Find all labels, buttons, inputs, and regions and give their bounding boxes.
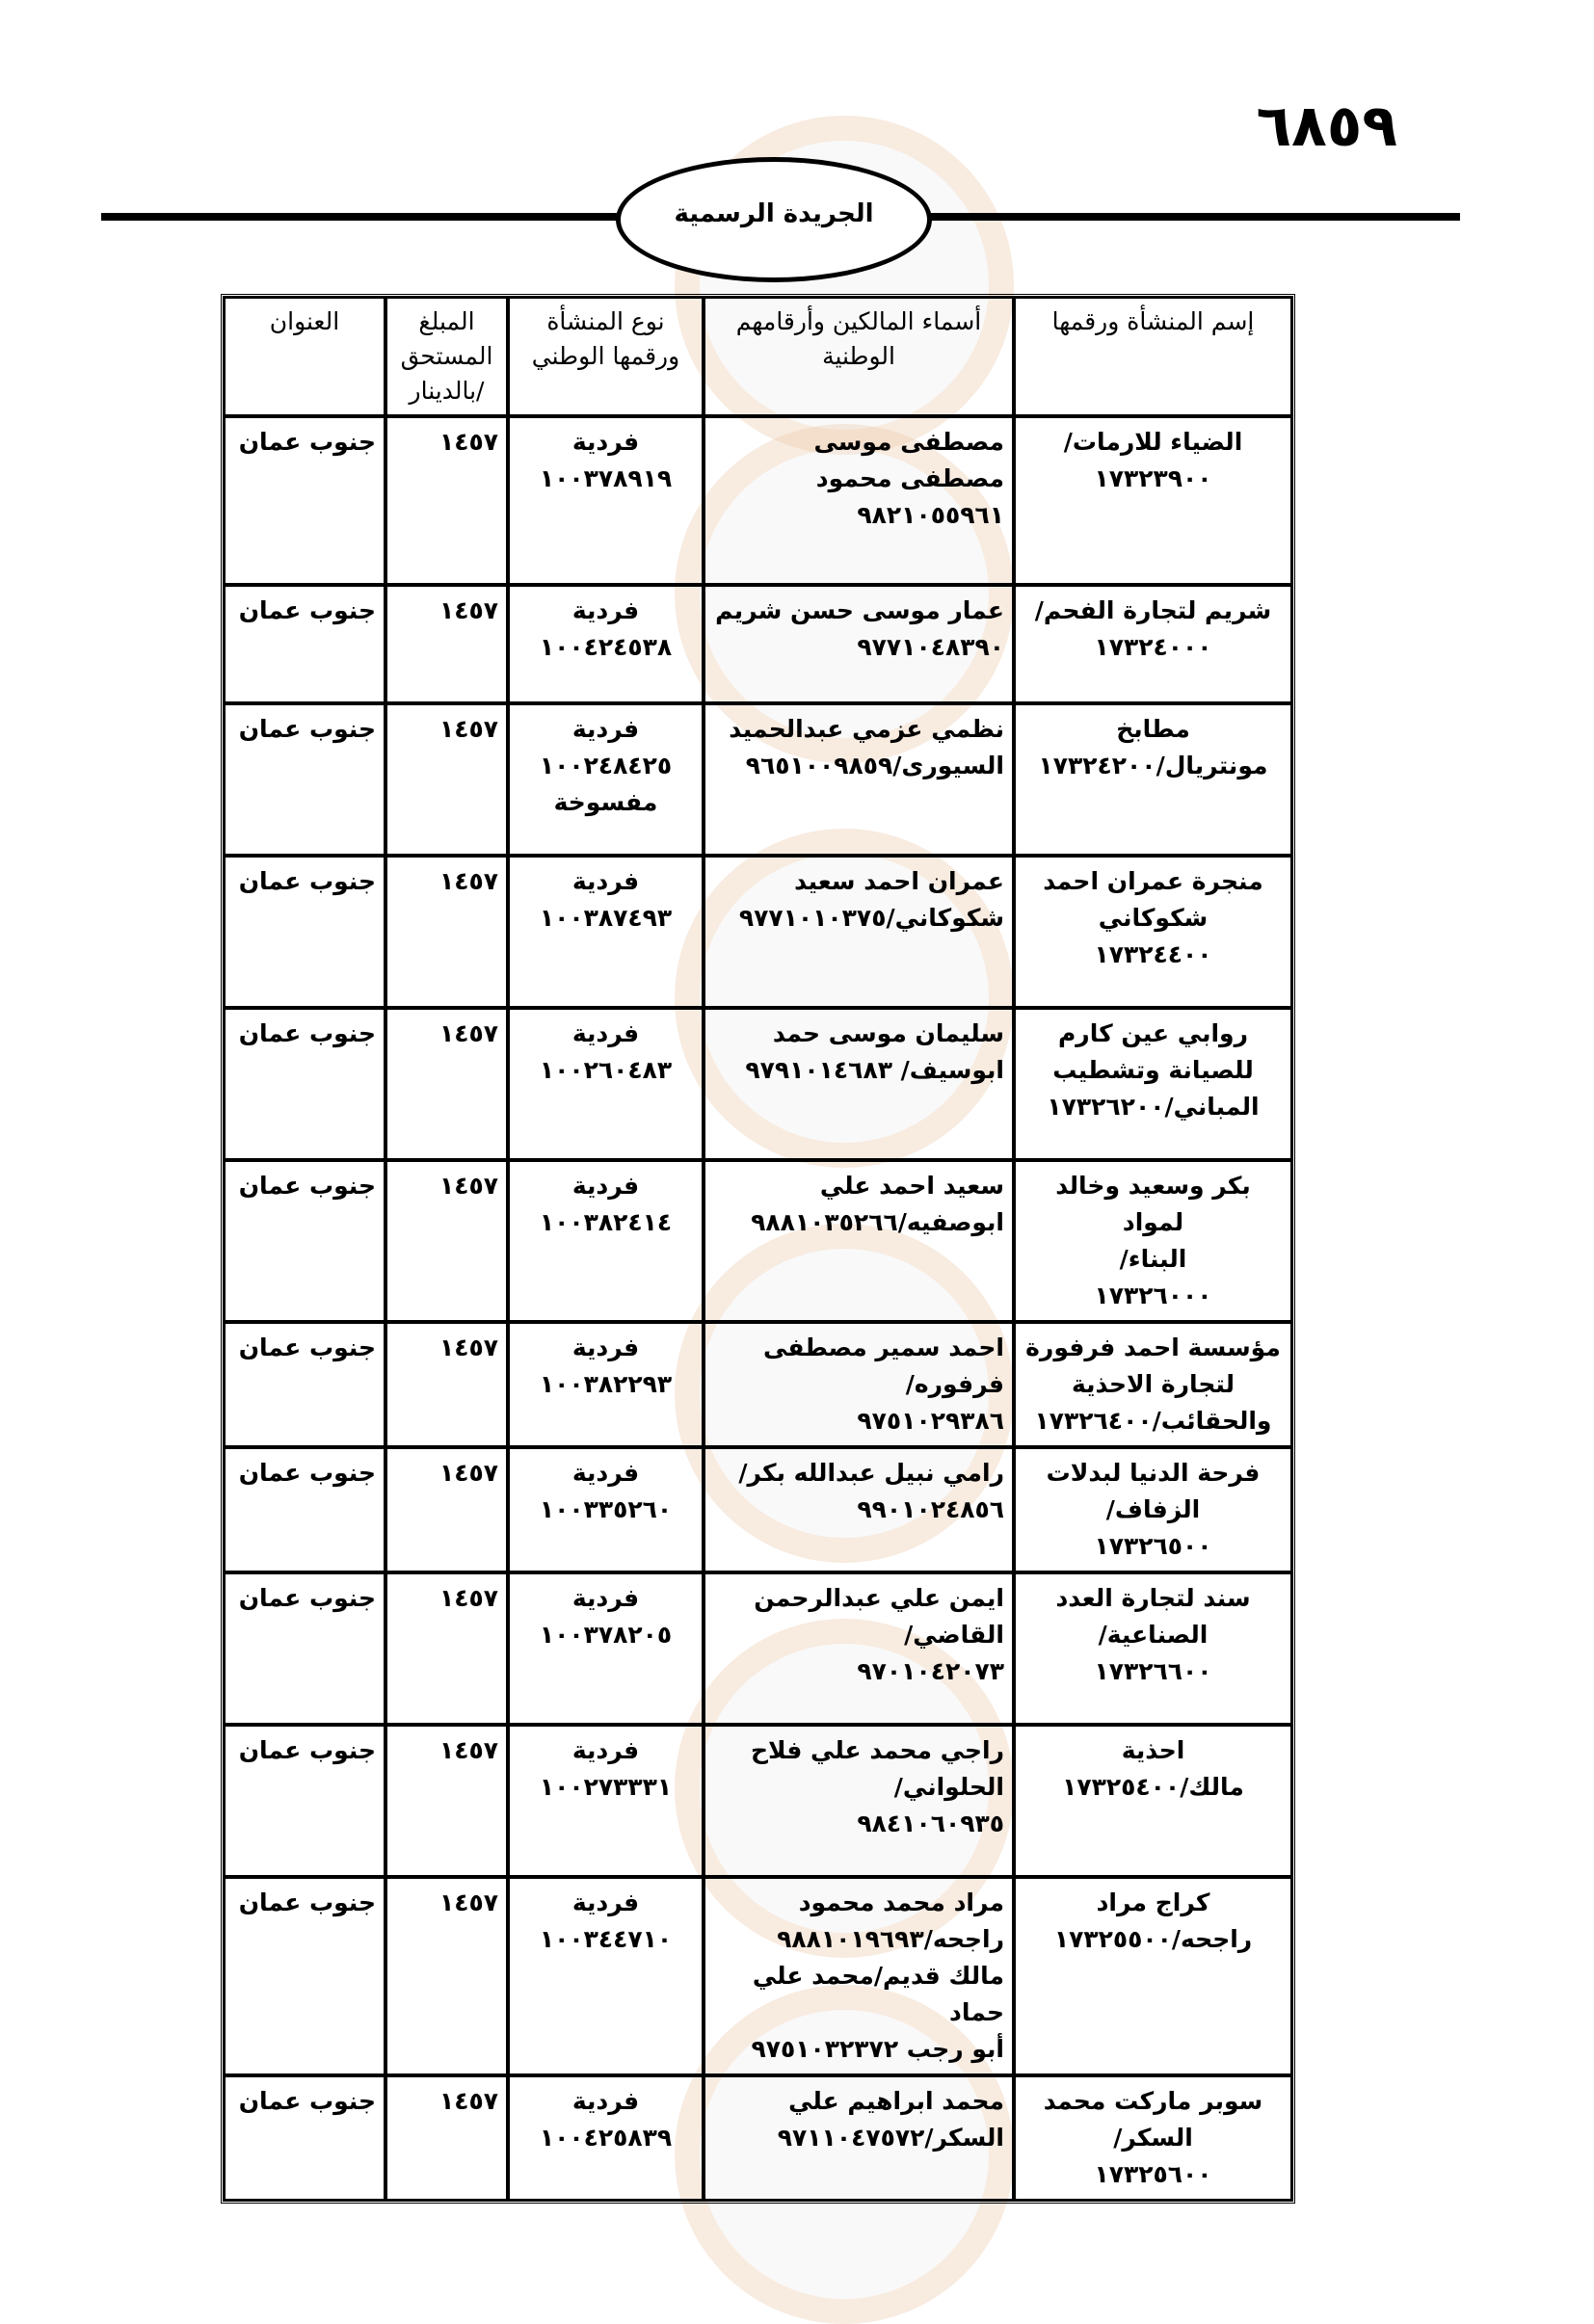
header-establishment-name: إسم المنشأة ورقمها [1014, 297, 1292, 416]
amount-cell: ١٤٥٧ [385, 1447, 508, 1572]
amount-cell: ١٤٥٧ [385, 1877, 508, 2075]
table-row: بكر وسعيد وخالد لمواد البناء/ ١٧٣٢٦٠٠٠ سع… [224, 1160, 1292, 1322]
establishment-type-cell: فردية ١٠٠٣٧٨٢٠٥ [508, 1572, 704, 1725]
amount-cell: ١٤٥٧ [385, 703, 508, 856]
table-row: فرحة الدنيا لبدلات الزفاف/ ١٧٣٢٦٥٠٠ رامي … [224, 1447, 1292, 1572]
address-cell: جنوب عمان [224, 1877, 385, 2075]
owners-cell: مصطفى موسى مصطفى محمود ٩٨٢١٠٥٥٩٦١ [704, 416, 1014, 585]
establishment-type-cell: فردية ١٠٠٣٨٢٢٩٣ [508, 1322, 704, 1447]
address-cell: جنوب عمان [224, 1572, 385, 1725]
header-owners: أسماء المالكين وأرقامهم الوطنية [704, 297, 1014, 416]
amount-cell: ١٤٥٧ [385, 1572, 508, 1725]
table-row: كراج مراد راجحه/١٧٣٢٥٥٠٠ مراد محمد محمود … [224, 1877, 1292, 2075]
address-cell: جنوب عمان [224, 1322, 385, 1447]
header-address: العنوان [224, 297, 385, 416]
address-cell: جنوب عمان [224, 856, 385, 1008]
address-cell: جنوب عمان [224, 416, 385, 585]
amount-cell: ١٤٥٧ [385, 1160, 508, 1322]
owners-cell: رامي نبيل عبدالله بكر/٩٩٠١٠٢٤٨٥٦ [704, 1447, 1014, 1572]
establishment-name-cell: شريم لتجارة الفحم/ ١٧٣٢٤٠٠٠ [1014, 585, 1292, 703]
establishment-type-cell: فردية ١٠٠٢٧٣٣٣١ [508, 1725, 704, 1877]
establishment-type-cell: فردية ١٠٠٣٨٢٤١٤ [508, 1160, 704, 1322]
address-cell: جنوب عمان [224, 1160, 385, 1322]
address-cell: جنوب عمان [224, 1008, 385, 1160]
establishment-name-cell: فرحة الدنيا لبدلات الزفاف/ ١٧٣٢٦٥٠٠ [1014, 1447, 1292, 1572]
address-cell: جنوب عمان [224, 585, 385, 703]
table-row: منجرة عمران احمد شكوكاني ١٧٣٢٤٤٠٠ عمران ا… [224, 856, 1292, 1008]
owners-cell: عمار موسى حسن شريم ٩٧٧١٠٤٨٣٩٠ [704, 585, 1014, 703]
establishment-name-cell: كراج مراد راجحه/١٧٣٢٥٥٠٠ [1014, 1877, 1292, 2075]
establishment-name-cell: روابي عين كارم للصيانة وتشطيب المباني/١٧… [1014, 1008, 1292, 1160]
amount-cell: ١٤٥٧ [385, 856, 508, 1008]
amount-cell: ١٤٥٧ [385, 585, 508, 703]
establishment-type-cell: فردية ١٠٠٤٢٥٨٣٩ [508, 2075, 704, 2201]
address-cell: جنوب عمان [224, 1725, 385, 1877]
header-establishment-type: نوع المنشأة ورقمها الوطني [508, 297, 704, 416]
table-header-row: إسم المنشأة ورقمها أسماء المالكين وأرقام… [224, 297, 1292, 416]
owners-cell: محمد ابراهيم علي السكر/٩٧١١٠٤٧٥٧٢ [704, 2075, 1014, 2201]
address-cell: جنوب عمان [224, 1447, 385, 1572]
address-cell: جنوب عمان [224, 703, 385, 856]
establishment-name-cell: بكر وسعيد وخالد لمواد البناء/ ١٧٣٢٦٠٠٠ [1014, 1160, 1292, 1322]
establishment-type-cell: فردية ١٠٠٣٨٧٤٩٣ [508, 856, 704, 1008]
address-cell: جنوب عمان [224, 2075, 385, 2201]
table-row: مطابخ مونتريال/١٧٣٢٤٢٠٠ نظمي عزمي عبدالحم… [224, 703, 1292, 856]
gazette-title: الجريدة الرسمية [674, 199, 874, 228]
amount-cell: ١٤٥٧ [385, 1725, 508, 1877]
establishment-name-cell: مطابخ مونتريال/١٧٣٢٤٢٠٠ [1014, 703, 1292, 856]
establishment-name-cell: الضياء للارمات/ ١٧٣٢٣٩٠٠ [1014, 416, 1292, 585]
table-row: مؤسسة احمد فرفورة لتجارة الاحذية والحقائ… [224, 1322, 1292, 1447]
table-row: سند لتجارة العدد الصناعية/ ١٧٣٢٦٦٠٠ ايمن … [224, 1572, 1292, 1725]
owners-cell: ايمن علي عبدالرحمن القاضي/ ٩٧٠١٠٤٢٠٧٣ [704, 1572, 1014, 1725]
establishment-name-cell: سوبر ماركت محمد السكر/ ١٧٣٢٥٦٠٠ [1014, 2075, 1292, 2201]
establishment-type-cell: فردية ١٠٠٣٣٥٢٦٠ [508, 1447, 704, 1572]
owners-cell: سليمان موسى حمد ابوسيف/ ٩٧٩١٠١٤٦٨٣ [704, 1008, 1014, 1160]
amount-cell: ١٤٥٧ [385, 416, 508, 585]
owners-cell: عمران احمد سعيد شكوكاني/٩٧٧١٠١٠٣٧٥ [704, 856, 1014, 1008]
establishment-type-cell: فردية ١٠٠٢٦٠٤٨٣ [508, 1008, 704, 1160]
owners-cell: احمد سمير مصطفى فرفوره/ ٩٧٥١٠٢٩٣٨٦ [704, 1322, 1014, 1447]
table-row: شريم لتجارة الفحم/ ١٧٣٢٤٠٠٠ عمار موسى حسن… [224, 585, 1292, 703]
header-amount: المبلغ المستحق /بالدينار [385, 297, 508, 416]
owners-cell: مراد محمد محمود راجحه/٩٨٨١٠١٩٦٩٣ مالك قد… [704, 1877, 1014, 2075]
amount-cell: ١٤٥٧ [385, 2075, 508, 2201]
owners-cell: نظمي عزمي عبدالحميد السيورى/٩٦٥١٠٠٩٨٥٩ [704, 703, 1014, 856]
page-number: ٦٨٥٩ [1256, 92, 1397, 160]
owners-cell: راجي محمد علي فلاح الحلواني/ ٩٨٤١٠٦٠٩٣٥ [704, 1725, 1014, 1877]
establishment-name-cell: منجرة عمران احمد شكوكاني ١٧٣٢٤٤٠٠ [1014, 856, 1292, 1008]
establishments-table: إسم المنشأة ورقمها أسماء المالكين وأرقام… [221, 294, 1295, 2204]
establishment-type-cell: فردية ١٠٠٤٢٤٥٣٨ [508, 585, 704, 703]
table-row: روابي عين كارم للصيانة وتشطيب المباني/١٧… [224, 1008, 1292, 1160]
owners-cell: سعيد احمد علي ابوصفيه/٩٨٨١٠٣٥٢٦٦ [704, 1160, 1014, 1322]
establishment-type-cell: فردية ١٠٠٣٧٨٩١٩ [508, 416, 704, 585]
establishment-name-cell: سند لتجارة العدد الصناعية/ ١٧٣٢٦٦٠٠ [1014, 1572, 1292, 1725]
establishment-name-cell: احذية مالك/١٧٣٢٥٤٠٠ [1014, 1725, 1292, 1877]
amount-cell: ١٤٥٧ [385, 1322, 508, 1447]
table-row: الضياء للارمات/ ١٧٣٢٣٩٠٠ مصطفى موسى مصطفى… [224, 416, 1292, 585]
establishment-name-cell: مؤسسة احمد فرفورة لتجارة الاحذية والحقائ… [1014, 1322, 1292, 1447]
establishment-type-cell: فردية ١٠٠٣٤٤٧١٠ [508, 1877, 704, 2075]
amount-cell: ١٤٥٧ [385, 1008, 508, 1160]
table-row: سوبر ماركت محمد السكر/ ١٧٣٢٥٦٠٠ محمد ابرا… [224, 2075, 1292, 2201]
header-oval: الجريدة الرسمية [616, 157, 932, 282]
table-row: احذية مالك/١٧٣٢٥٤٠٠ راجي محمد علي فلاح ال… [224, 1725, 1292, 1877]
establishment-type-cell: فردية ١٠٠٢٤٨٤٢٥ مفسوخة [508, 703, 704, 856]
